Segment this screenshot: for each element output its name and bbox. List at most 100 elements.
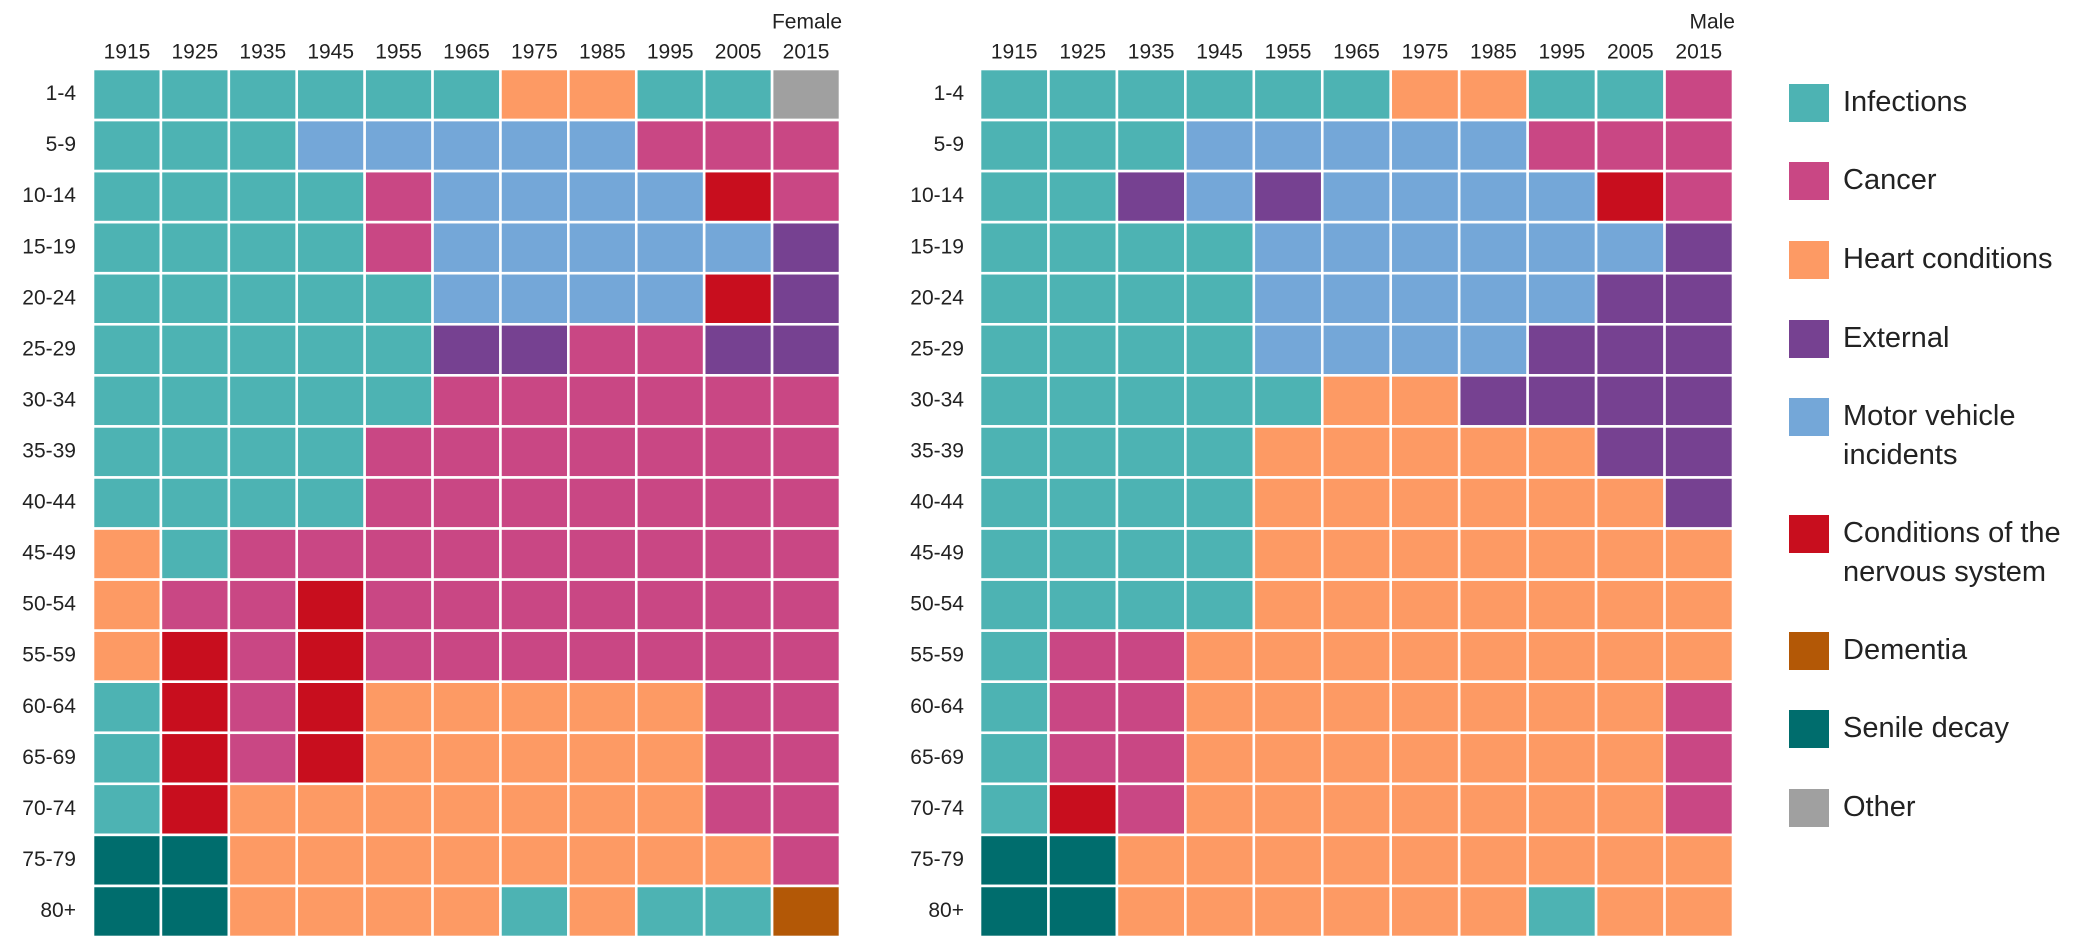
cell: [1663, 527, 1735, 581]
legend-label-line: Infections: [1843, 86, 1967, 118]
cell: [770, 118, 842, 173]
cell: [978, 629, 1050, 684]
cell: [363, 169, 434, 224]
cell: [978, 322, 1050, 377]
cell: [1184, 578, 1256, 632]
y-tick-label: 35-39: [22, 439, 76, 462]
cell: [1457, 629, 1529, 684]
x-tick-label: 1985: [1470, 41, 1517, 64]
cell: [1663, 271, 1735, 326]
cell: [91, 425, 163, 479]
cell: [1184, 67, 1256, 122]
y-tick-label: 70-74: [910, 797, 964, 820]
cell: [1252, 731, 1324, 786]
y-tick-label: 30-34: [910, 388, 964, 411]
cell: [1594, 629, 1666, 684]
cell: [91, 731, 163, 786]
cell: [702, 169, 774, 224]
cell: [978, 67, 1050, 122]
cell: [567, 67, 638, 122]
cell: [1389, 782, 1461, 837]
y-tick-label: 75-79: [910, 848, 964, 871]
cell: [295, 782, 366, 837]
cell: [1115, 220, 1187, 275]
cell: [1252, 118, 1324, 173]
cell: [1389, 271, 1461, 326]
cell: [1184, 476, 1256, 530]
cell: [567, 833, 638, 888]
cell: [770, 220, 842, 275]
cell: [1115, 629, 1187, 684]
legend-swatch: [1789, 632, 1829, 670]
y-tick-label: 50-54: [22, 593, 76, 616]
cell: [1184, 833, 1256, 888]
y-tick-label: 45-49: [910, 542, 964, 565]
cell: [1252, 527, 1324, 581]
cell: [363, 629, 434, 684]
y-tick-label: 15-19: [910, 235, 964, 258]
x-tick-label: 2015: [783, 41, 830, 64]
cell: [159, 322, 231, 377]
cell: [1115, 322, 1187, 377]
cell: [1047, 118, 1119, 173]
cell: [1252, 169, 1324, 224]
cell: [1663, 782, 1735, 837]
x-tick-label: 1945: [1196, 41, 1243, 64]
cell: [91, 527, 163, 581]
cell: [1320, 578, 1393, 632]
x-tick-label: 1975: [1402, 41, 1449, 64]
y-tick-label: 65-69: [910, 746, 964, 769]
cell: [978, 680, 1050, 735]
y-tick-label: 30-34: [22, 388, 76, 411]
cell: [1457, 220, 1529, 275]
cell: [363, 680, 434, 735]
cell: [978, 169, 1050, 224]
cell: [159, 833, 231, 888]
y-tick-label: 55-59: [910, 644, 964, 667]
cell: [363, 220, 434, 275]
cell: [1389, 731, 1461, 786]
cell: [499, 680, 570, 735]
cell: [499, 271, 570, 326]
cell: [295, 169, 366, 224]
cell: [634, 118, 706, 173]
cell: [1047, 884, 1119, 939]
cell: [499, 67, 570, 122]
cell: [702, 782, 774, 837]
cell: [431, 680, 502, 735]
cell: [159, 680, 231, 735]
cell: [227, 884, 299, 939]
y-tick-label: 20-24: [910, 286, 964, 309]
cell: [1457, 884, 1529, 939]
cell: [499, 884, 570, 939]
cell: [1047, 476, 1119, 530]
cell: [1389, 578, 1461, 632]
cell: [770, 374, 842, 428]
cell: [431, 782, 502, 837]
cell: [159, 425, 231, 479]
cell: [91, 220, 163, 275]
cell: [431, 476, 502, 530]
cell: [567, 578, 638, 632]
cell: [227, 629, 299, 684]
cell: [1526, 476, 1598, 530]
cell: [702, 476, 774, 530]
x-tick-label: 1915: [104, 41, 151, 64]
cell: [1594, 476, 1666, 530]
legend-swatch: [1789, 515, 1829, 553]
cell: [1389, 374, 1461, 428]
legend-label: Senile decay: [1843, 712, 2010, 744]
y-tick-label: 75-79: [22, 848, 76, 871]
cell: [363, 782, 434, 837]
cell: [227, 220, 299, 275]
y-tick-label: 10-14: [910, 184, 964, 207]
cell: [1663, 322, 1735, 377]
cell: [1389, 67, 1461, 122]
cell: [1389, 169, 1461, 224]
cell: [1320, 833, 1393, 888]
cell: [1252, 884, 1324, 939]
cell: [1663, 680, 1735, 735]
cell: [499, 322, 570, 377]
cell: [978, 884, 1050, 939]
cell: [634, 374, 706, 428]
